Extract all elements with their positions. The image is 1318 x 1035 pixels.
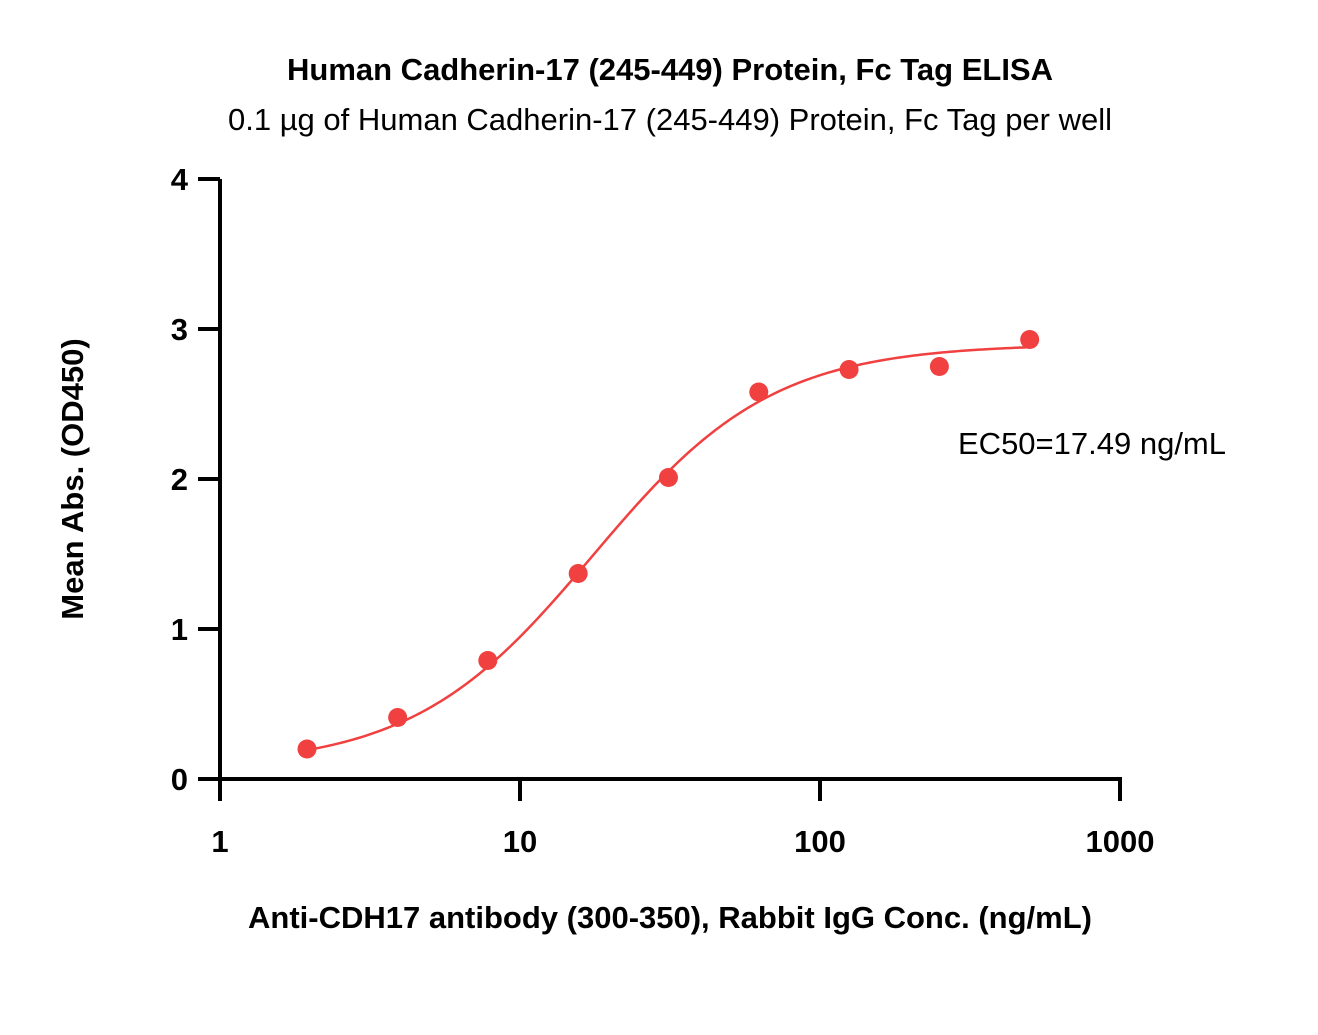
data-point [478, 651, 498, 670]
x-tick-label: 1000 [1086, 824, 1155, 859]
data-point [297, 739, 317, 759]
y-ticks: 0 1 2 3 4 [171, 162, 220, 797]
y-axis-label: Mean Abs. (OD450) [55, 338, 90, 619]
x-axis-label: Anti-CDH17 antibody (300-350), Rabbit Ig… [248, 900, 1092, 935]
y-tick-label: 0 [171, 762, 188, 797]
data-point [658, 468, 678, 487]
fit-curve [306, 346, 1030, 752]
x-ticks: 1 10 100 1000 [211, 779, 1154, 859]
x-tick-label: 10 [503, 824, 537, 859]
data-points [297, 330, 1040, 759]
x-tick-label: 100 [794, 824, 846, 859]
data-point [929, 357, 949, 376]
y-tick-label: 3 [171, 312, 188, 347]
chart-title: Human Cadherin-17 (245-449) Protein, Fc … [287, 52, 1053, 87]
ec50-annotation: EC50=17.49 ng/mL [958, 426, 1226, 461]
y-tick-label: 4 [171, 162, 189, 197]
data-point [839, 360, 859, 379]
y-tick-label: 2 [171, 462, 188, 497]
chart-subtitle: 0.1 µg of Human Cadherin-17 (245-449) Pr… [228, 102, 1112, 137]
x-tick-label: 1 [211, 824, 228, 859]
data-point [568, 564, 588, 583]
data-point [1020, 330, 1040, 349]
y-tick-label: 1 [171, 612, 188, 647]
fit-curves [306, 346, 1030, 752]
data-point [388, 708, 408, 727]
data-point [749, 382, 769, 402]
